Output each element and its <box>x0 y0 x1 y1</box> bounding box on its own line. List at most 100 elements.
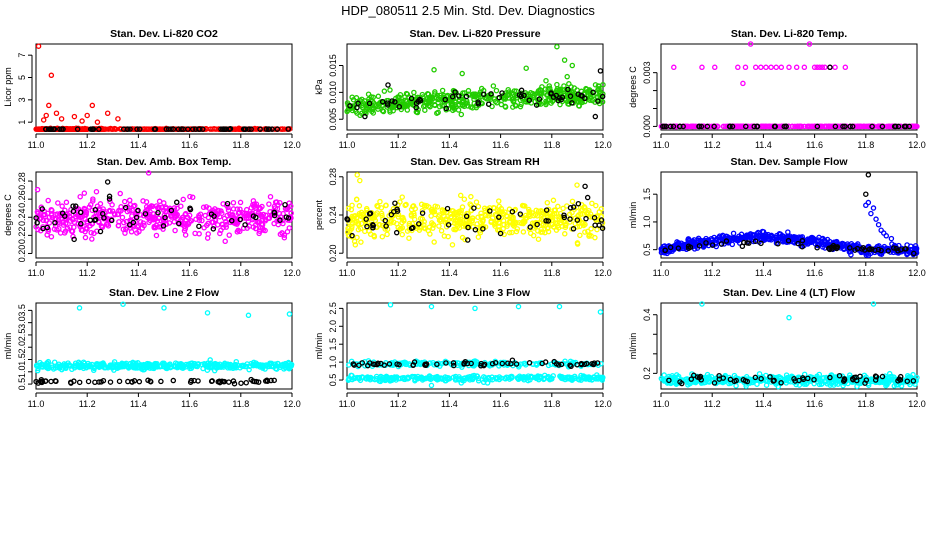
data-point-secondary <box>264 377 270 384</box>
y-axis-label: ml/min <box>628 202 638 229</box>
data-point-primary <box>414 109 421 116</box>
data-point-primary <box>380 108 387 115</box>
data-point-primary <box>189 194 196 201</box>
data-point-primary <box>488 219 494 225</box>
data-point-primary <box>181 227 188 234</box>
panel-title: Stan. Dev. Li-820 CO2 <box>110 28 218 40</box>
data-point-primary <box>399 194 405 200</box>
data-point-primary <box>825 123 832 130</box>
data-point-primary <box>763 64 769 71</box>
data-point-secondary <box>836 372 843 379</box>
data-point-secondary <box>122 204 129 211</box>
data-point-primary <box>451 106 458 112</box>
data-point-primary <box>842 64 849 71</box>
data-point-primary <box>378 205 385 211</box>
data-point-primary <box>472 305 478 312</box>
data-point-secondary <box>87 126 94 132</box>
data-point-primary <box>77 214 84 221</box>
data-point-primary <box>349 94 355 100</box>
data-point-primary <box>119 214 126 221</box>
x-tick-label: 11.2 <box>390 399 407 409</box>
y-tick-label: 1.0 <box>642 216 652 229</box>
data-point-primary <box>814 64 820 71</box>
data-point-primary <box>113 126 119 132</box>
data-point-primary <box>225 207 232 213</box>
data-point-secondary <box>158 378 164 385</box>
data-point-secondary <box>96 126 102 132</box>
data-point-primary <box>203 204 210 210</box>
data-point-secondary <box>208 378 215 385</box>
data-point-primary <box>250 198 257 204</box>
data-point-secondary <box>285 126 291 132</box>
data-point-primary <box>507 218 513 225</box>
data-point-secondary <box>248 126 254 132</box>
data-point-primary <box>490 83 497 89</box>
panel-title: Stan. Dev. Line 2 Flow <box>109 287 220 299</box>
data-point-primary <box>44 210 51 217</box>
data-point-secondary <box>34 220 40 226</box>
y-tick-label: 0.22 <box>17 227 27 245</box>
x-tick-label: 11.0 <box>28 140 45 150</box>
x-tick-label: 11.0 <box>653 140 670 150</box>
data-point-primary <box>67 218 74 224</box>
data-point-secondary <box>771 123 778 130</box>
y-tick-label: 0.26 <box>17 190 27 208</box>
data-point-secondary <box>410 362 416 369</box>
data-point-primary <box>501 221 507 228</box>
data-point-primary <box>363 108 370 114</box>
data-point-primary <box>55 220 61 226</box>
data-point-primary <box>252 222 259 228</box>
data-point-primary <box>166 220 173 226</box>
data-point-primary <box>217 230 223 237</box>
x-tick-label: 11.6 <box>492 140 509 150</box>
data-point-secondary <box>872 373 879 379</box>
data-point-primary <box>733 383 739 389</box>
data-point-primary <box>171 219 177 225</box>
data-point-primary <box>161 212 168 218</box>
chart-panel-4: Stan. Dev. Amb. Box Temp.11.0 11.2 11.4 11.… <box>3 156 301 278</box>
data-point-primary <box>543 98 549 105</box>
data-point-primary <box>530 90 536 97</box>
data-point-primary <box>53 110 60 117</box>
data-point-primary <box>104 110 111 117</box>
data-point-primary <box>63 199 70 206</box>
data-point-primary <box>445 233 451 240</box>
data-point-primary <box>280 210 286 217</box>
data-point-secondary <box>526 97 533 103</box>
data-point-primary <box>84 126 91 132</box>
data-point-primary <box>406 235 412 241</box>
data-point-primary <box>245 218 252 225</box>
data-point-primary <box>160 226 166 232</box>
data-point-primary <box>445 106 452 112</box>
data-point-primary <box>914 123 920 130</box>
data-point-primary <box>585 228 591 235</box>
x-tick-label: 11.8 <box>543 399 560 409</box>
data-point-secondary <box>542 359 549 365</box>
data-point-primary <box>150 211 157 217</box>
data-point-secondary <box>173 199 180 206</box>
data-point-secondary <box>39 206 45 212</box>
data-point-primary <box>252 203 258 209</box>
data-point-secondary <box>408 95 415 102</box>
data-point-primary <box>865 199 872 206</box>
y-tick-label: 0.003 <box>642 61 652 84</box>
data-point-primary <box>226 232 232 238</box>
data-point-primary <box>89 236 95 242</box>
data-point-primary <box>137 219 144 225</box>
x-tick-label: 12.0 <box>283 399 301 409</box>
data-point-secondary <box>168 207 175 214</box>
data-point-primary <box>759 123 766 130</box>
data-point-primary <box>579 220 586 226</box>
data-point-secondary <box>125 378 131 385</box>
data-points <box>344 172 606 248</box>
data-point-primary <box>352 242 359 248</box>
data-point-secondary <box>125 126 131 132</box>
data-point-primary <box>145 126 152 132</box>
data-point-secondary <box>663 123 669 130</box>
data-point-primary <box>35 43 42 49</box>
data-point-secondary <box>242 126 248 132</box>
data-point-primary <box>62 220 69 227</box>
data-point-secondary <box>134 126 140 132</box>
data-point-primary <box>120 226 127 233</box>
